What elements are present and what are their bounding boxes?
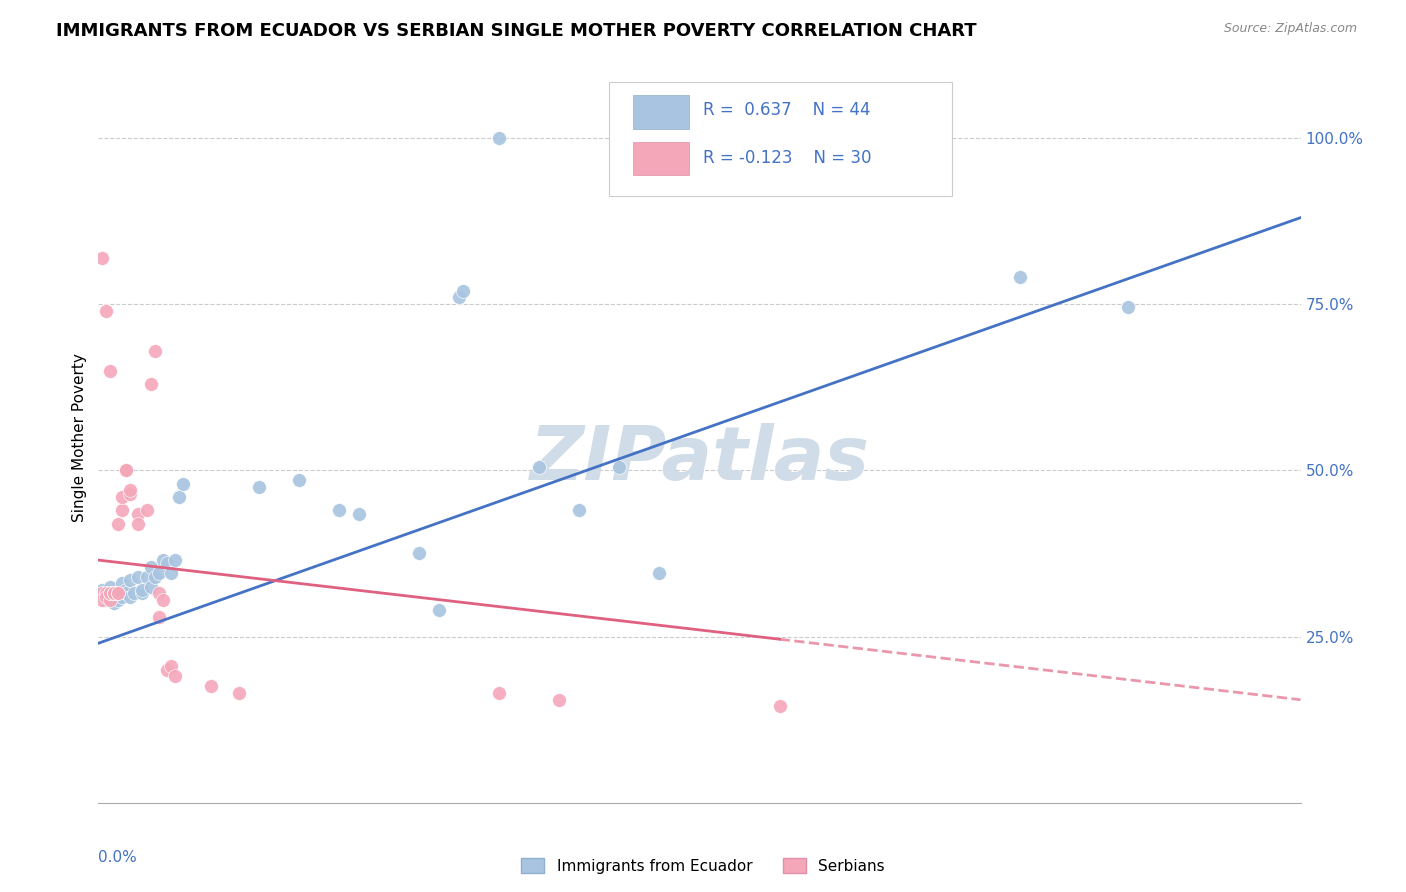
- FancyBboxPatch shape: [633, 95, 689, 129]
- Point: [247, 480, 270, 494]
- Text: ZIPatlas: ZIPatlas: [530, 423, 869, 496]
- Point: [91, 593, 114, 607]
- Text: R =  0.637    N = 44: R = 0.637 N = 44: [703, 101, 870, 120]
- Point: [115, 463, 138, 477]
- Point: [115, 586, 138, 600]
- Point: [111, 590, 134, 604]
- Point: [488, 686, 510, 700]
- Point: [100, 580, 122, 594]
- Point: [447, 290, 470, 304]
- Point: [96, 586, 118, 600]
- Point: [100, 363, 122, 377]
- Legend: Immigrants from Ecuador, Serbians: Immigrants from Ecuador, Serbians: [516, 852, 890, 880]
- Point: [163, 669, 186, 683]
- Point: [91, 586, 114, 600]
- Point: [100, 586, 122, 600]
- Point: [96, 593, 118, 607]
- Point: [111, 490, 134, 504]
- Point: [427, 603, 450, 617]
- Text: 0.0%: 0.0%: [98, 850, 138, 865]
- Point: [128, 570, 150, 584]
- Point: [103, 596, 125, 610]
- Point: [100, 593, 122, 607]
- Point: [100, 586, 122, 600]
- Point: [288, 473, 311, 487]
- Point: [152, 553, 174, 567]
- Point: [103, 586, 125, 600]
- Point: [111, 503, 134, 517]
- Point: [148, 609, 170, 624]
- Point: [609, 460, 631, 475]
- Point: [107, 586, 129, 600]
- Point: [103, 586, 125, 600]
- Point: [167, 490, 190, 504]
- Point: [131, 582, 153, 597]
- Point: [163, 553, 186, 567]
- Point: [139, 559, 162, 574]
- Point: [159, 566, 181, 581]
- Point: [120, 573, 142, 587]
- Point: [148, 566, 170, 581]
- Point: [91, 582, 114, 597]
- Point: [131, 586, 153, 600]
- Point: [120, 483, 142, 498]
- Point: [1116, 301, 1139, 315]
- Point: [148, 586, 170, 600]
- Point: [143, 343, 166, 358]
- Text: Source: ZipAtlas.com: Source: ZipAtlas.com: [1223, 22, 1357, 36]
- Y-axis label: Single Mother Poverty: Single Mother Poverty: [72, 352, 87, 522]
- FancyBboxPatch shape: [609, 82, 952, 195]
- Point: [769, 699, 792, 714]
- FancyBboxPatch shape: [633, 142, 689, 175]
- Point: [91, 251, 114, 265]
- Point: [135, 503, 157, 517]
- Point: [100, 586, 122, 600]
- Point: [96, 590, 118, 604]
- Text: IMMIGRANTS FROM ECUADOR VS SERBIAN SINGLE MOTHER POVERTY CORRELATION CHART: IMMIGRANTS FROM ECUADOR VS SERBIAN SINGL…: [56, 22, 977, 40]
- Point: [107, 586, 129, 600]
- Point: [648, 566, 671, 581]
- Point: [155, 663, 177, 677]
- Point: [103, 586, 125, 600]
- Point: [155, 557, 177, 571]
- Point: [488, 131, 510, 145]
- Point: [200, 680, 222, 694]
- Point: [568, 503, 591, 517]
- Point: [115, 582, 138, 597]
- Point: [124, 586, 146, 600]
- Point: [96, 303, 118, 318]
- Point: [1010, 270, 1032, 285]
- Point: [328, 503, 350, 517]
- Point: [529, 460, 551, 475]
- Point: [152, 593, 174, 607]
- Point: [139, 376, 162, 391]
- Point: [128, 507, 150, 521]
- Point: [103, 586, 125, 600]
- Point: [451, 284, 474, 298]
- Point: [120, 590, 142, 604]
- Point: [107, 516, 129, 531]
- Point: [172, 476, 194, 491]
- Point: [107, 593, 129, 607]
- Point: [548, 692, 571, 706]
- Point: [111, 576, 134, 591]
- Point: [107, 586, 129, 600]
- Text: R = -0.123    N = 30: R = -0.123 N = 30: [703, 149, 872, 167]
- Point: [115, 463, 138, 477]
- Point: [128, 516, 150, 531]
- Point: [408, 546, 430, 560]
- Point: [159, 659, 181, 673]
- Point: [135, 570, 157, 584]
- Point: [228, 686, 250, 700]
- Point: [139, 580, 162, 594]
- Point: [347, 507, 370, 521]
- Point: [120, 486, 142, 500]
- Point: [143, 570, 166, 584]
